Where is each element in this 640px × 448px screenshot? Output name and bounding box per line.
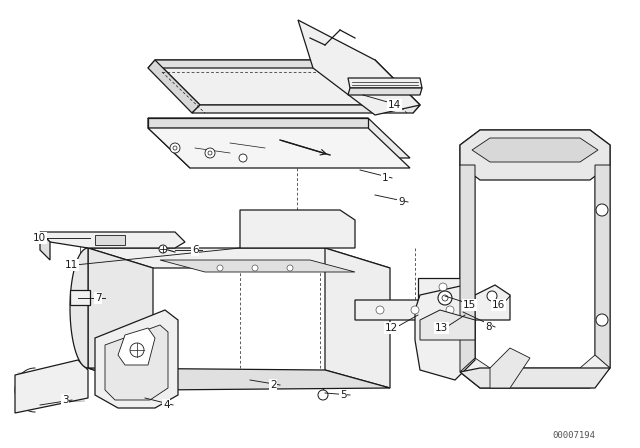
Polygon shape [148,118,368,128]
Text: 15: 15 [463,300,476,310]
Circle shape [376,306,384,314]
Polygon shape [155,60,420,105]
Polygon shape [70,290,90,305]
Circle shape [318,390,328,400]
Text: 2: 2 [270,380,276,390]
Text: 00007194: 00007194 [552,431,595,439]
Polygon shape [40,232,185,248]
Circle shape [205,148,215,158]
Text: 12: 12 [385,323,398,333]
Polygon shape [420,310,475,340]
Circle shape [442,295,448,301]
Circle shape [130,343,144,357]
Text: 13: 13 [435,323,448,333]
Text: 7: 7 [95,293,102,303]
Circle shape [287,265,293,271]
Text: 11: 11 [65,260,78,270]
Circle shape [439,283,447,291]
Polygon shape [105,325,168,400]
Polygon shape [15,360,88,413]
Polygon shape [148,128,410,168]
Text: 8: 8 [485,322,492,332]
Polygon shape [70,248,88,368]
Polygon shape [298,20,420,115]
Polygon shape [368,60,420,113]
Text: 10: 10 [33,233,46,243]
Text: 14: 14 [388,100,401,110]
Polygon shape [475,155,595,368]
Polygon shape [355,300,490,320]
Circle shape [487,291,497,301]
Circle shape [170,143,180,153]
Circle shape [438,291,452,305]
Text: 4: 4 [163,400,170,410]
Circle shape [411,306,419,314]
Text: 9: 9 [398,197,404,207]
Polygon shape [95,235,125,245]
Polygon shape [325,248,390,388]
Polygon shape [40,232,50,260]
Polygon shape [88,248,153,390]
Circle shape [446,306,454,314]
Polygon shape [418,278,468,328]
Polygon shape [160,260,355,272]
Text: 5: 5 [340,390,347,400]
Polygon shape [88,248,390,268]
Circle shape [173,146,177,150]
Circle shape [239,154,247,162]
Circle shape [208,151,212,155]
Polygon shape [460,130,610,388]
Polygon shape [490,348,530,388]
Text: 1: 1 [382,173,388,183]
Polygon shape [118,328,155,365]
Polygon shape [95,310,178,408]
Polygon shape [148,60,200,113]
Polygon shape [148,118,410,158]
Polygon shape [460,368,610,388]
Polygon shape [148,60,375,68]
Circle shape [596,204,608,216]
Polygon shape [460,165,475,372]
Polygon shape [348,88,422,95]
Polygon shape [460,130,610,180]
Polygon shape [240,210,355,248]
Polygon shape [415,285,475,380]
Circle shape [596,314,608,326]
Circle shape [439,314,447,322]
Text: 3: 3 [62,395,68,405]
Circle shape [217,265,223,271]
Polygon shape [348,78,422,88]
Polygon shape [88,368,390,390]
Polygon shape [148,118,190,168]
Text: 6: 6 [192,245,198,255]
Polygon shape [475,285,510,320]
Circle shape [159,245,167,253]
Polygon shape [595,165,610,368]
Circle shape [252,265,258,271]
Text: 16: 16 [492,300,505,310]
Polygon shape [192,105,420,113]
Polygon shape [472,138,598,162]
